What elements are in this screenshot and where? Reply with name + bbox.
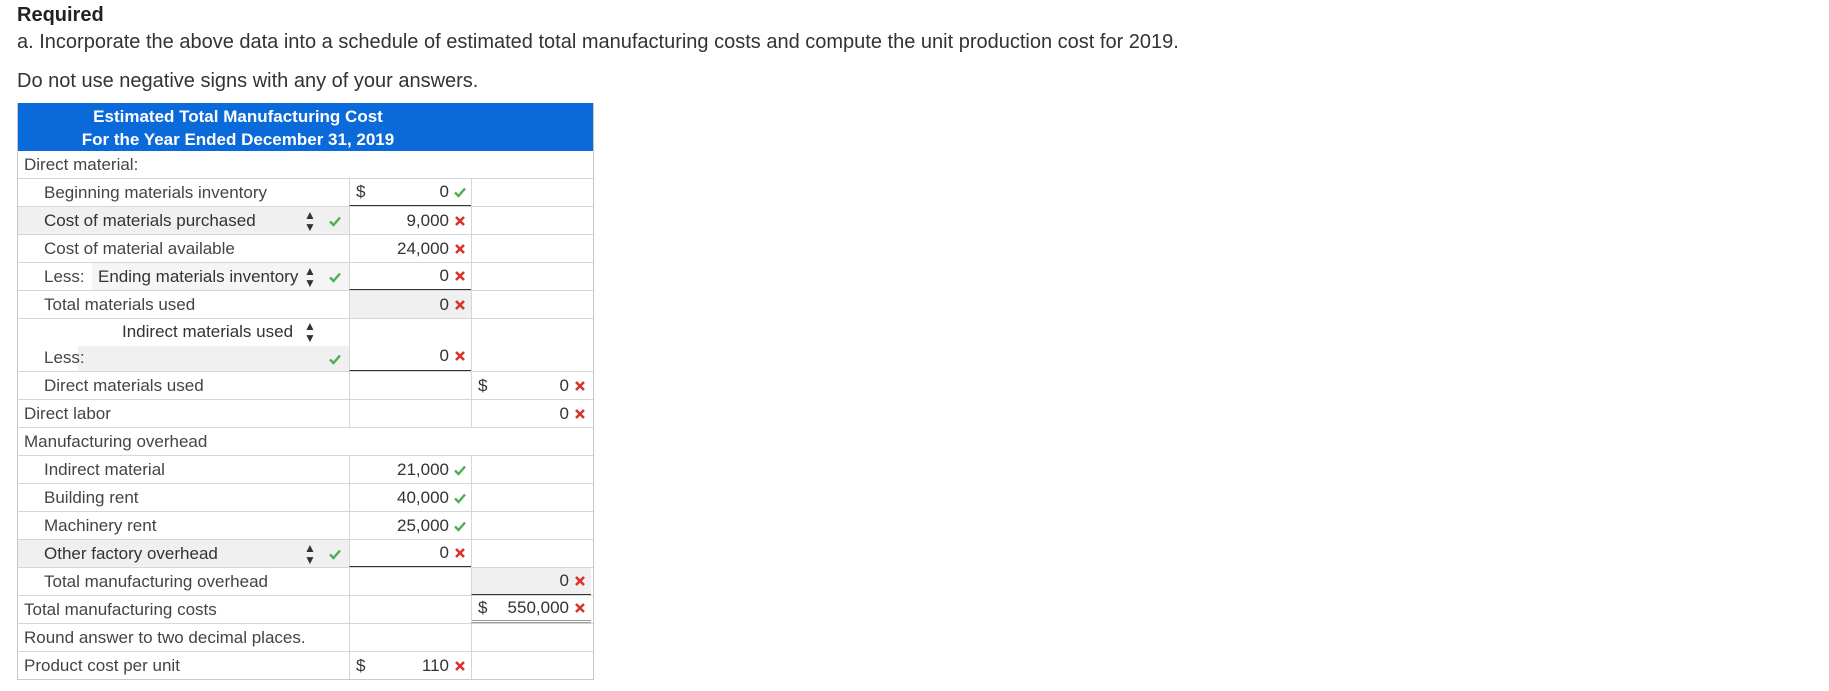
correct-check-icon <box>454 521 466 532</box>
row-ending-inventory: Less: Ending materials inventory ▲ ▼ 0 <box>18 262 593 290</box>
indirect-material-input[interactable]: 21,000 <box>397 459 449 479</box>
row-cost-purchased: Cost of materials purchased ▲ ▼ 9,000 <box>18 206 593 234</box>
other-overhead-label: Other factory overhead <box>44 543 218 563</box>
row-direct-material: Direct material: <box>18 151 593 178</box>
building-rent-label: Building rent <box>44 487 139 507</box>
other-overhead-input[interactable]: 0 <box>439 543 449 562</box>
correct-check-icon <box>329 216 341 227</box>
required-heading: Required <box>17 4 104 26</box>
unit-cost-input[interactable]: 110 <box>421 655 449 675</box>
correct-check-icon <box>329 549 341 560</box>
incorrect-x-icon <box>455 660 465 671</box>
other-overhead-select[interactable]: Other factory overhead ▲ ▼ <box>18 540 349 567</box>
incorrect-x-icon <box>455 215 465 226</box>
machinery-rent-label: Machinery rent <box>44 515 157 535</box>
indirect-material-label: Indirect material <box>44 459 165 479</box>
cost-purchased-input[interactable]: 9,000 <box>406 210 449 230</box>
unit-cost-label: Product cost per unit <box>24 655 180 675</box>
cost-available-label: Cost of material available <box>44 238 235 258</box>
incorrect-x-icon <box>455 243 465 254</box>
select-arrows-icon: ▲ ▼ <box>304 319 316 345</box>
cost-available-input[interactable]: 24,000 <box>397 238 449 258</box>
schedule-period: For the Year Ended December 31, 2019 <box>81 130 395 149</box>
direct-materials-used-label: Direct materials used <box>44 375 204 395</box>
row-indirect-material: Indirect material 21,000 <box>18 455 593 483</box>
ending-inventory-label: Ending materials inventory <box>98 266 299 286</box>
indirect-materials-used-input[interactable]: 0 <box>439 346 449 365</box>
row-indirect-materials-used: Indirect materials used ▲ ▼ Less: 0 <box>18 318 593 371</box>
row-direct-materials-used: Direct materials used $ 0 <box>18 371 593 399</box>
manufacturing-overhead-label: Manufacturing overhead <box>24 431 208 451</box>
incorrect-x-icon <box>575 408 585 419</box>
incorrect-x-icon <box>575 576 585 586</box>
direct-material-label: Direct material: <box>24 154 139 174</box>
dollar-sign: $ <box>356 655 366 675</box>
manufacturing-cost-schedule: Estimated Total Manufacturing Cost For t… <box>17 103 594 680</box>
round-note-label: Round answer to two decimal places. <box>24 627 306 647</box>
correct-check-icon <box>329 272 341 283</box>
row-building-rent: Building rent 40,000 <box>18 483 593 511</box>
direct-labor-label: Direct labor <box>24 403 111 423</box>
incorrect-x-icon <box>455 548 465 558</box>
incorrect-x-icon <box>575 603 585 613</box>
schedule-header: Estimated Total Manufacturing Cost For t… <box>18 103 593 151</box>
indirect-materials-used-label: Indirect materials used <box>122 322 294 341</box>
ending-inventory-select[interactable]: Ending materials inventory ▲ ▼ <box>92 263 349 290</box>
dollar-sign: $ <box>356 182 366 201</box>
total-materials-used-input[interactable]: 0 <box>439 294 449 314</box>
cost-purchased-select[interactable]: Cost of materials purchased ▲ ▼ <box>18 207 349 234</box>
correct-check-icon <box>454 493 466 504</box>
row-direct-labor: Direct labor 0 <box>18 399 593 427</box>
total-materials-used-label: Total materials used <box>44 294 196 314</box>
correct-check-icon <box>329 354 341 365</box>
negative-signs-note: Do not use negative signs with any of yo… <box>17 70 479 92</box>
direct-labor-input[interactable]: 0 <box>559 403 569 423</box>
correct-check-icon <box>454 187 466 198</box>
row-total-materials-used: Total materials used 0 <box>18 290 593 318</box>
less-prefix: Less: <box>44 266 85 286</box>
indirect-materials-select[interactable]: Indirect materials used ▲ ▼ <box>78 319 349 345</box>
cost-purchased-label: Cost of materials purchased <box>44 210 256 230</box>
row-beginning-inventory: Beginning materials inventory $ 0 <box>18 178 593 206</box>
row-round-note: Round answer to two decimal places. <box>18 623 593 651</box>
less-prefix: Less: <box>44 348 85 367</box>
building-rent-input[interactable]: 40,000 <box>397 487 449 507</box>
select-arrows-icon: ▲ ▼ <box>304 263 316 290</box>
schedule-title: Estimated Total Manufacturing Cost <box>93 107 383 126</box>
dollar-sign: $ <box>478 598 488 617</box>
total-overhead-input[interactable]: 0 <box>559 571 569 590</box>
select-arrows-icon: ▲ ▼ <box>304 540 316 567</box>
machinery-rent-input[interactable]: 25,000 <box>397 515 449 535</box>
incorrect-x-icon <box>455 351 465 361</box>
row-total-overhead: Total manufacturing overhead 0 <box>18 567 593 595</box>
row-other-overhead: Other factory overhead ▲ ▼ 0 <box>18 539 593 567</box>
instruction-text: a. Incorporate the above data into a sch… <box>17 31 1179 53</box>
dollar-sign: $ <box>478 375 488 395</box>
total-costs-input[interactable]: 550,000 <box>507 598 569 617</box>
row-manufacturing-overhead: Manufacturing overhead <box>18 427 593 455</box>
incorrect-x-icon <box>575 380 585 391</box>
beginning-inventory-label: Beginning materials inventory <box>44 182 268 202</box>
incorrect-x-icon <box>455 271 465 281</box>
row-unit-cost: Product cost per unit $ 110 <box>18 651 593 679</box>
incorrect-x-icon <box>455 299 465 310</box>
row-machinery-rent: Machinery rent 25,000 <box>18 511 593 539</box>
ending-inventory-input[interactable]: 0 <box>439 266 449 285</box>
correct-check-icon <box>454 465 466 476</box>
direct-materials-used-input[interactable]: 0 <box>559 375 569 395</box>
total-overhead-label: Total manufacturing overhead <box>44 571 268 591</box>
select-arrows-icon: ▲ ▼ <box>304 207 316 234</box>
row-total-costs: Total manufacturing costs $ 550,000 <box>18 595 593 623</box>
total-costs-label: Total manufacturing costs <box>24 599 217 619</box>
beginning-inventory-input[interactable]: 0 <box>439 182 449 201</box>
row-cost-available: Cost of material available 24,000 <box>18 234 593 262</box>
